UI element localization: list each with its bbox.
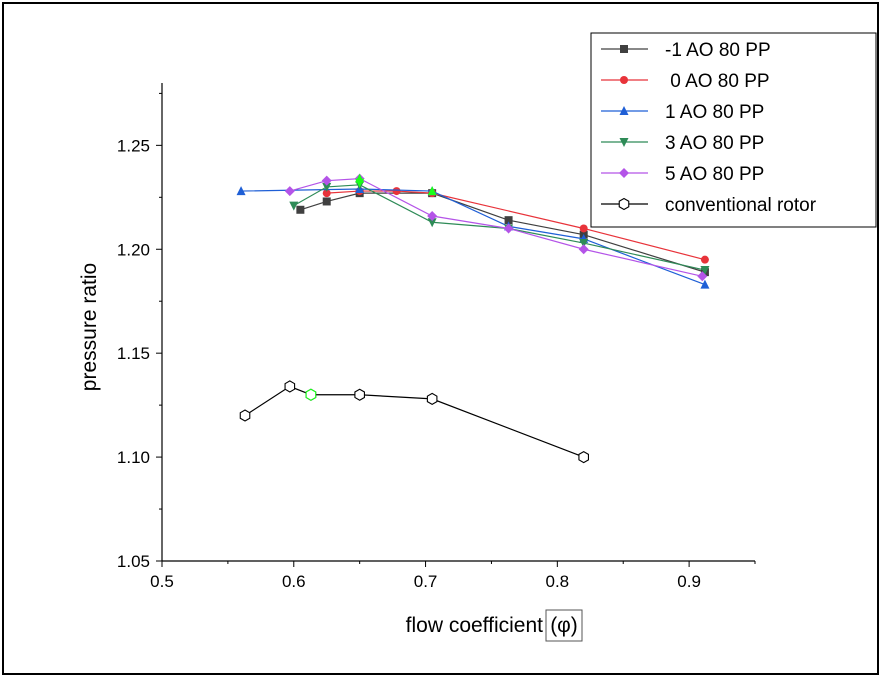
legend: -1 AO 80 PP 0 AO 80 PP 1 AO 80 PP 3 AO 80 … [590,32,877,228]
legend-swatch-marker [618,197,630,211]
x-axis-title: flow coefficient [406,614,544,637]
data-point [578,244,589,255]
data-point [426,392,438,406]
data-point [239,409,251,422]
data-point [392,187,401,196]
data-point [284,186,295,197]
x-tick-label: 0.9 [677,572,701,591]
legend-swatch-marker [620,45,628,53]
legend-label: 0 AO 80 PP [665,71,770,92]
legend-box [590,32,877,228]
data-point [427,218,437,228]
data-point [322,189,331,198]
highlighted-point [355,178,365,188]
series-4 [284,173,708,282]
data-point [236,186,246,196]
x-axis-symbol: (φ) [550,614,578,637]
legend-swatch-marker [620,76,628,84]
data-point [284,380,296,393]
legend-label: -1 AO 80 PP [665,40,771,61]
legend-label: 3 AO 80 PP [665,133,764,154]
data-point [504,216,513,225]
x-tick-label: 0.5 [150,572,174,591]
highlighted-point [305,388,317,401]
x-tick-label: 0.7 [414,572,438,591]
y-tick-label: 1.05 [117,552,150,571]
series-line [241,188,706,286]
series-5 [239,380,590,464]
legend-swatch-marker [619,168,629,178]
data-point [289,201,299,211]
highlight-layer [305,173,437,401]
legend-label: conventional rotor [665,195,817,216]
data-point [700,266,710,276]
series-layer [236,173,710,464]
legend-swatch-marker [619,138,629,147]
x-tick-label: 0.8 [546,572,570,591]
data-point [700,255,709,264]
y-axis-title: pressure ratio [78,263,101,391]
legend-label: 5 AO 80 PP [665,164,764,185]
highlighted-point [427,186,437,196]
x-axis-symbol-box [545,609,583,642]
data-point [296,205,305,214]
data-point [578,450,590,464]
y-tick-label: 1.10 [117,448,150,467]
data-point [322,182,332,192]
x-tick-label: 0.6 [282,572,306,591]
data-point [579,224,588,233]
series-line [244,385,584,458]
data-point [700,279,710,289]
data-point [322,197,331,206]
data-point [321,175,332,186]
data-point [503,223,514,234]
y-tick-label: 1.20 [117,240,150,259]
data-point [427,211,438,222]
data-point [354,388,365,401]
data-point [579,239,589,249]
axes: 0.5 0.6 0.7 0.8 0.9 1.05 1.10 1.15 1.20 1.25 [117,83,756,591]
legend-swatch-marker [619,106,629,115]
y-tick-label: 1.25 [117,136,150,155]
data-point [697,271,708,282]
series-line [326,190,706,261]
legend-label: 1 AO 80 PP [665,102,764,123]
y-tick-label: 1.15 [117,344,150,363]
